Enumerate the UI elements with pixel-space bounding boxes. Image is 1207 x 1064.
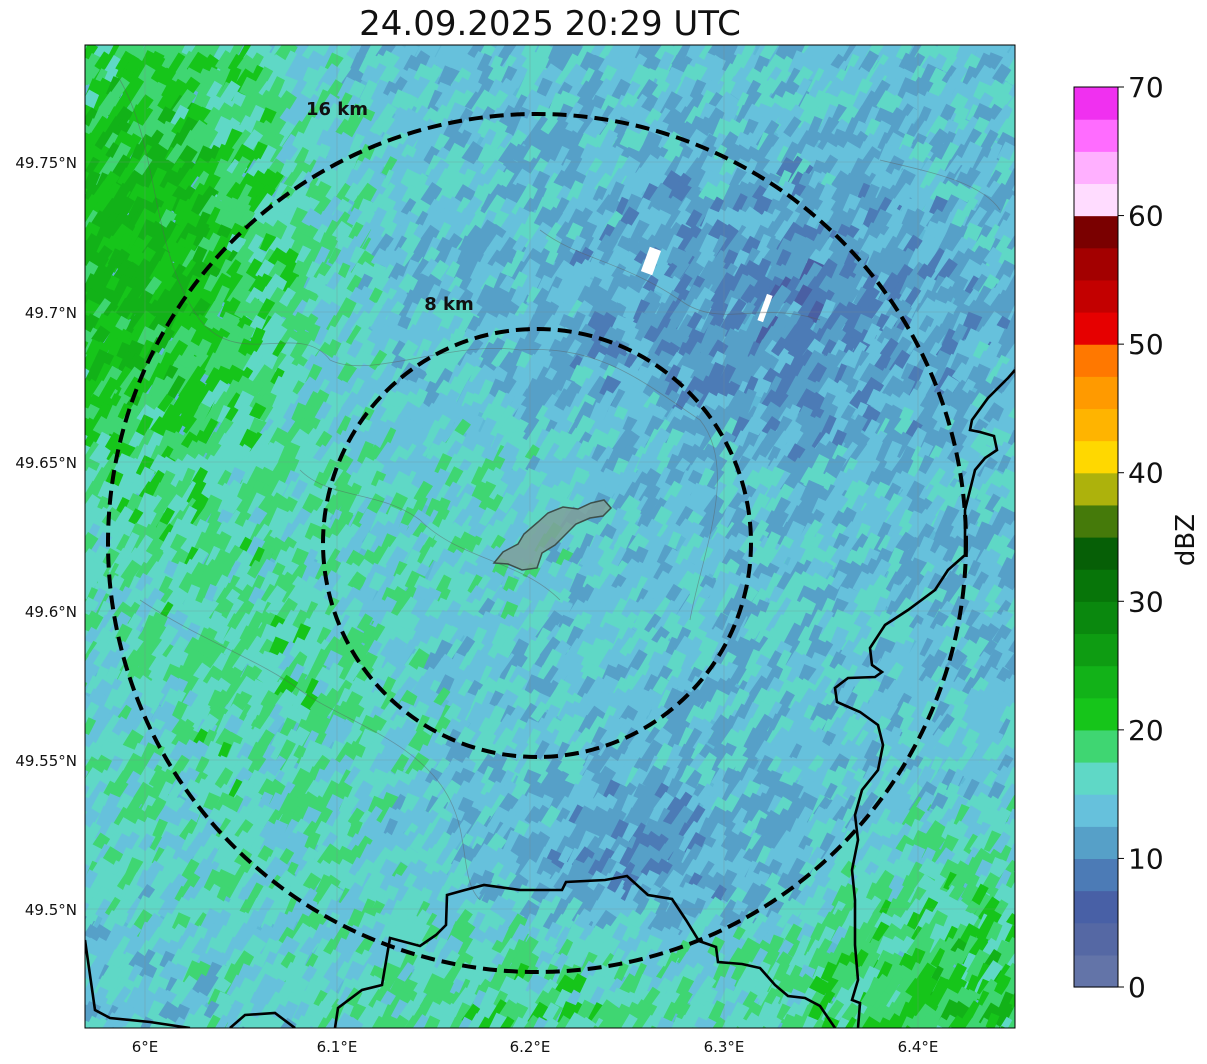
colorbar-bin (1074, 376, 1118, 410)
colorbar-bin (1074, 472, 1118, 506)
colorbar-bin (1074, 729, 1118, 763)
longitude-labels: 6°E 6.1°E 6.2°E 6.3°E 6.4°E (132, 1038, 939, 1056)
colorbar-bin (1074, 890, 1118, 924)
range-ring-8km (321, 327, 753, 759)
graticule (85, 45, 1015, 1028)
colorbar-ticks: 0 10 20 30 40 50 60 70 (1118, 71, 1164, 1004)
colorbar-bin (1074, 601, 1118, 635)
colorbar-bin (1074, 504, 1118, 538)
lon-tick-label: 6°E (132, 1038, 159, 1056)
colorbar-tick-label: 60 (1128, 200, 1164, 233)
colorbar-bin (1074, 697, 1118, 731)
lat-tick-label: 49.75°N (15, 154, 77, 172)
lon-tick-label: 6.2°E (510, 1038, 551, 1056)
ring-label-16km: 16 km (306, 99, 368, 120)
colorbar-bin (1074, 408, 1118, 442)
colorbar-bin (1074, 312, 1118, 345)
lat-tick-label: 49.6°N (25, 603, 77, 621)
lon-tick-label: 6.4°E (898, 1038, 939, 1056)
colorbar-tick-label: 70 (1128, 71, 1164, 104)
colorbar-label: dBZ (1171, 514, 1201, 566)
latitude-labels: 49.75°N 49.7°N 49.65°N 49.6°N 49.55°N 49.5°N (15, 154, 77, 919)
city-outline (492, 499, 613, 571)
colorbar-bin (1074, 826, 1118, 860)
colorbar (1074, 87, 1118, 988)
colorbar-bin (1074, 151, 1118, 185)
national-borders (85, 369, 1015, 1028)
colorbar-frame (1073, 86, 1119, 988)
map-panel (85, 45, 1015, 1028)
colorbar-tick-label: 10 (1128, 842, 1164, 875)
colorbar-bin (1074, 762, 1118, 795)
colorbar-bin (1074, 279, 1118, 313)
colorbar-bin (1074, 858, 1118, 892)
colorbar-tick-label: 30 (1128, 585, 1164, 618)
lat-tick-label: 49.5°N (25, 901, 77, 919)
lat-tick-label: 49.55°N (15, 752, 77, 770)
colorbar-tick-label: 0 (1128, 971, 1146, 1004)
colorbar-bin (1074, 665, 1118, 699)
colorbar-bin (1074, 794, 1118, 827)
reflectivity-field (85, 45, 1015, 1028)
colorbar-bin (1074, 633, 1118, 667)
lat-tick-label: 49.7°N (25, 304, 77, 322)
ring-label-8km: 8 km (424, 294, 474, 315)
colorbar-bin (1074, 344, 1118, 377)
colorbar-bin (1074, 922, 1118, 956)
colorbar-tick-label: 50 (1128, 328, 1164, 361)
colorbar-tick-label: 40 (1128, 457, 1164, 490)
commune-boundaries (119, 79, 1001, 901)
map-title: 24.09.2025 20:29 UTC (359, 4, 741, 44)
colorbar-bin (1074, 87, 1118, 120)
colorbar-tick-label: 20 (1128, 714, 1164, 747)
colorbar-bin (1074, 537, 1118, 570)
colorbar-bin (1074, 954, 1118, 988)
map-frame (84, 44, 1016, 1029)
colorbar-bin (1074, 119, 1118, 152)
lat-tick-label: 49.65°N (15, 454, 77, 472)
colorbar-bin (1074, 247, 1118, 281)
lon-tick-label: 6.1°E (317, 1038, 358, 1056)
range-ring-16km (106, 112, 968, 974)
colorbar-bin (1074, 569, 1118, 602)
colorbar-bin (1074, 215, 1118, 249)
colorbar-bin (1074, 183, 1118, 217)
lon-tick-label: 6.3°E (704, 1038, 745, 1056)
colorbar-bin (1074, 440, 1118, 474)
